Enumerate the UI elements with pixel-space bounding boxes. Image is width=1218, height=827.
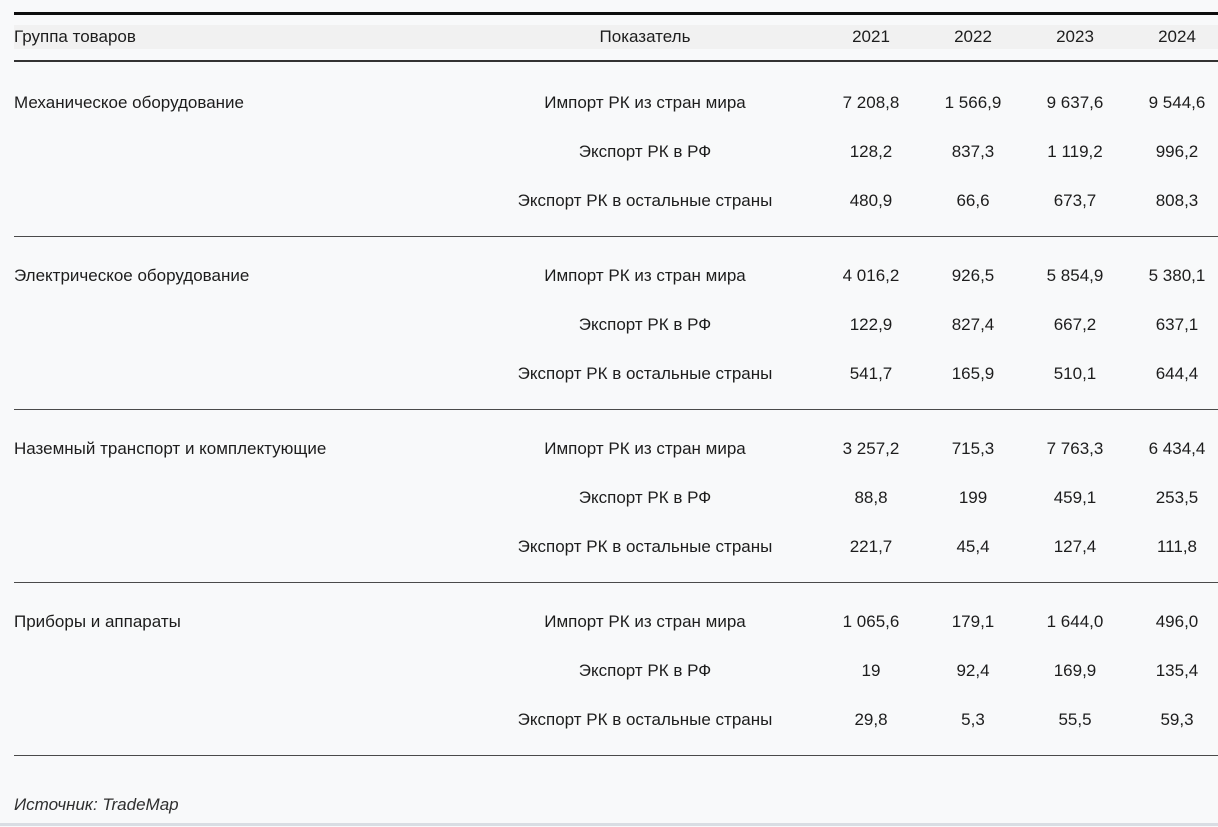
indicator-cell: Экспорт РК в РФ (578, 660, 712, 680)
bottom-accent-bar (0, 823, 1218, 826)
indicator-cell: Экспорт РК в РФ (578, 314, 712, 334)
table-header-band: Группа товаров Показатель 2021 2022 2023… (14, 25, 1218, 49)
value-cell-2023: 1 644,0 (1046, 611, 1104, 631)
value-cell-2023: 1 119,2 (1047, 141, 1103, 161)
table-row: Экспорт РК в остальные страны 221,7 45,4… (14, 522, 1218, 571)
value-cell-2023: 55,5 (1058, 709, 1092, 729)
value-cell-2023: 5 854,9 (1046, 265, 1104, 285)
value-cell-2022: 92,4 (956, 660, 990, 680)
value-cell-2023: 510,1 (1053, 363, 1097, 383)
value-cell-2024: 637,1 (1155, 314, 1199, 334)
group-mechanical-equipment: Механическое оборудование Импорт РК из с… (14, 62, 1218, 237)
column-header-2024: 2024 (1158, 27, 1196, 46)
value-cell-2024: 59,3 (1160, 709, 1194, 729)
value-cell-2021: 128,2 (849, 141, 893, 161)
table-row: Экспорт РК в РФ 122,9 827,4 667,2 637,1 (14, 300, 1218, 349)
value-cell-2023: 9 637,6 (1046, 92, 1104, 112)
value-cell-2021: 221,7 (849, 536, 893, 556)
column-header-2022: 2022 (954, 27, 992, 46)
value-cell-2023: 667,2 (1053, 314, 1097, 334)
table-row: Экспорт РК в РФ 19 92,4 169,9 135,4 (14, 646, 1218, 695)
value-cell-2023: 169,9 (1053, 660, 1097, 680)
indicator-cell: Экспорт РК в остальные страны (517, 536, 773, 556)
value-cell-2024: 644,4 (1155, 363, 1199, 383)
value-cell-2021: 3 257,2 (842, 438, 900, 458)
group-name-cell: Механическое оборудование (14, 92, 245, 112)
table-row: Механическое оборудование Импорт РК из с… (14, 78, 1218, 127)
indicator-cell: Экспорт РК в РФ (578, 487, 712, 507)
value-cell-2021: 19 (861, 660, 881, 680)
value-cell-2022: 715,3 (951, 438, 995, 458)
value-cell-2021: 4 016,2 (842, 265, 900, 285)
value-cell-2024: 996,2 (1155, 141, 1199, 161)
indicator-cell: Экспорт РК в остальные страны (517, 190, 773, 210)
table-row: Экспорт РК в остальные страны 541,7 165,… (14, 349, 1218, 398)
value-cell-2023: 673,7 (1053, 190, 1097, 210)
source-note: Источник: TradeMap (14, 795, 179, 814)
value-cell-2024: 253,5 (1155, 487, 1199, 507)
value-cell-2021: 29,8 (854, 709, 888, 729)
indicator-cell: Импорт РК из стран мира (544, 611, 746, 631)
indicator-cell: Импорт РК из стран мира (544, 265, 746, 285)
table-row: Приборы и аппараты Импорт РК из стран ми… (14, 597, 1218, 646)
value-cell-2024: 6 434,4 (1148, 438, 1206, 458)
table-row: Экспорт РК в РФ 88,8 199 459,1 253,5 (14, 473, 1218, 522)
group-name-cell: Приборы и аппараты (14, 611, 181, 631)
indicator-cell: Импорт РК из стран мира (544, 92, 746, 112)
column-header-2021: 2021 (852, 27, 890, 46)
column-header-group: Группа товаров (14, 27, 136, 46)
value-cell-2021: 7 208,8 (842, 92, 900, 112)
value-cell-2022: 165,9 (951, 363, 995, 383)
value-cell-2024: 808,3 (1155, 190, 1199, 210)
value-cell-2022: 837,3 (951, 141, 995, 161)
value-cell-2022: 66,6 (956, 190, 990, 210)
value-cell-2022: 179,1 (951, 611, 995, 631)
value-cell-2024: 111,8 (1156, 536, 1198, 556)
table-row: Экспорт РК в остальные страны 480,9 66,6… (14, 176, 1218, 225)
value-cell-2023: 459,1 (1053, 487, 1097, 507)
indicator-cell: Экспорт РК в РФ (578, 141, 712, 161)
trade-data-table: Группа товаров Показатель 2021 2022 2023… (14, 12, 1218, 815)
table-row: Экспорт РК в РФ 128,2 837,3 1 119,2 996,… (14, 127, 1218, 176)
value-cell-2021: 122,9 (849, 314, 893, 334)
value-cell-2022: 45,4 (956, 536, 990, 556)
group-electrical-equipment: Электрическое оборудование Импорт РК из … (14, 237, 1218, 410)
value-cell-2023: 127,4 (1053, 536, 1097, 556)
value-cell-2022: 5,3 (961, 709, 985, 729)
column-header-indicator: Показатель (599, 27, 691, 46)
value-cell-2024: 496,0 (1155, 611, 1199, 631)
group-devices-apparatus: Приборы и аппараты Импорт РК из стран ми… (14, 583, 1218, 756)
table-row: Наземный транспорт и комплектующие Импор… (14, 424, 1218, 473)
value-cell-2021: 88,8 (854, 487, 888, 507)
value-cell-2022: 926,5 (951, 265, 995, 285)
group-ground-transport: Наземный транспорт и комплектующие Импор… (14, 410, 1218, 583)
indicator-cell: Экспорт РК в остальные страны (517, 363, 773, 383)
indicator-cell: Импорт РК из стран мира (544, 438, 746, 458)
value-cell-2021: 1 065,6 (842, 611, 900, 631)
value-cell-2024: 9 544,6 (1148, 92, 1206, 112)
value-cell-2021: 480,9 (849, 190, 893, 210)
group-name-cell: Наземный транспорт и комплектующие (14, 438, 327, 458)
value-cell-2022: 827,4 (951, 314, 995, 334)
table-row: Электрическое оборудование Импорт РК из … (14, 251, 1218, 300)
value-cell-2023: 7 763,3 (1046, 438, 1104, 458)
table-row: Экспорт РК в остальные страны 29,8 5,3 5… (14, 695, 1218, 744)
value-cell-2024: 135,4 (1155, 660, 1199, 680)
value-cell-2022: 1 566,9 (944, 92, 1002, 112)
value-cell-2021: 541,7 (849, 363, 893, 383)
column-header-2023: 2023 (1056, 27, 1094, 46)
indicator-cell: Экспорт РК в остальные страны (517, 709, 773, 729)
value-cell-2022: 199 (958, 487, 988, 507)
value-cell-2024: 5 380,1 (1148, 265, 1206, 285)
group-name-cell: Электрическое оборудование (14, 265, 250, 285)
table-header-row: Группа товаров Показатель 2021 2022 2023… (14, 12, 1218, 62)
